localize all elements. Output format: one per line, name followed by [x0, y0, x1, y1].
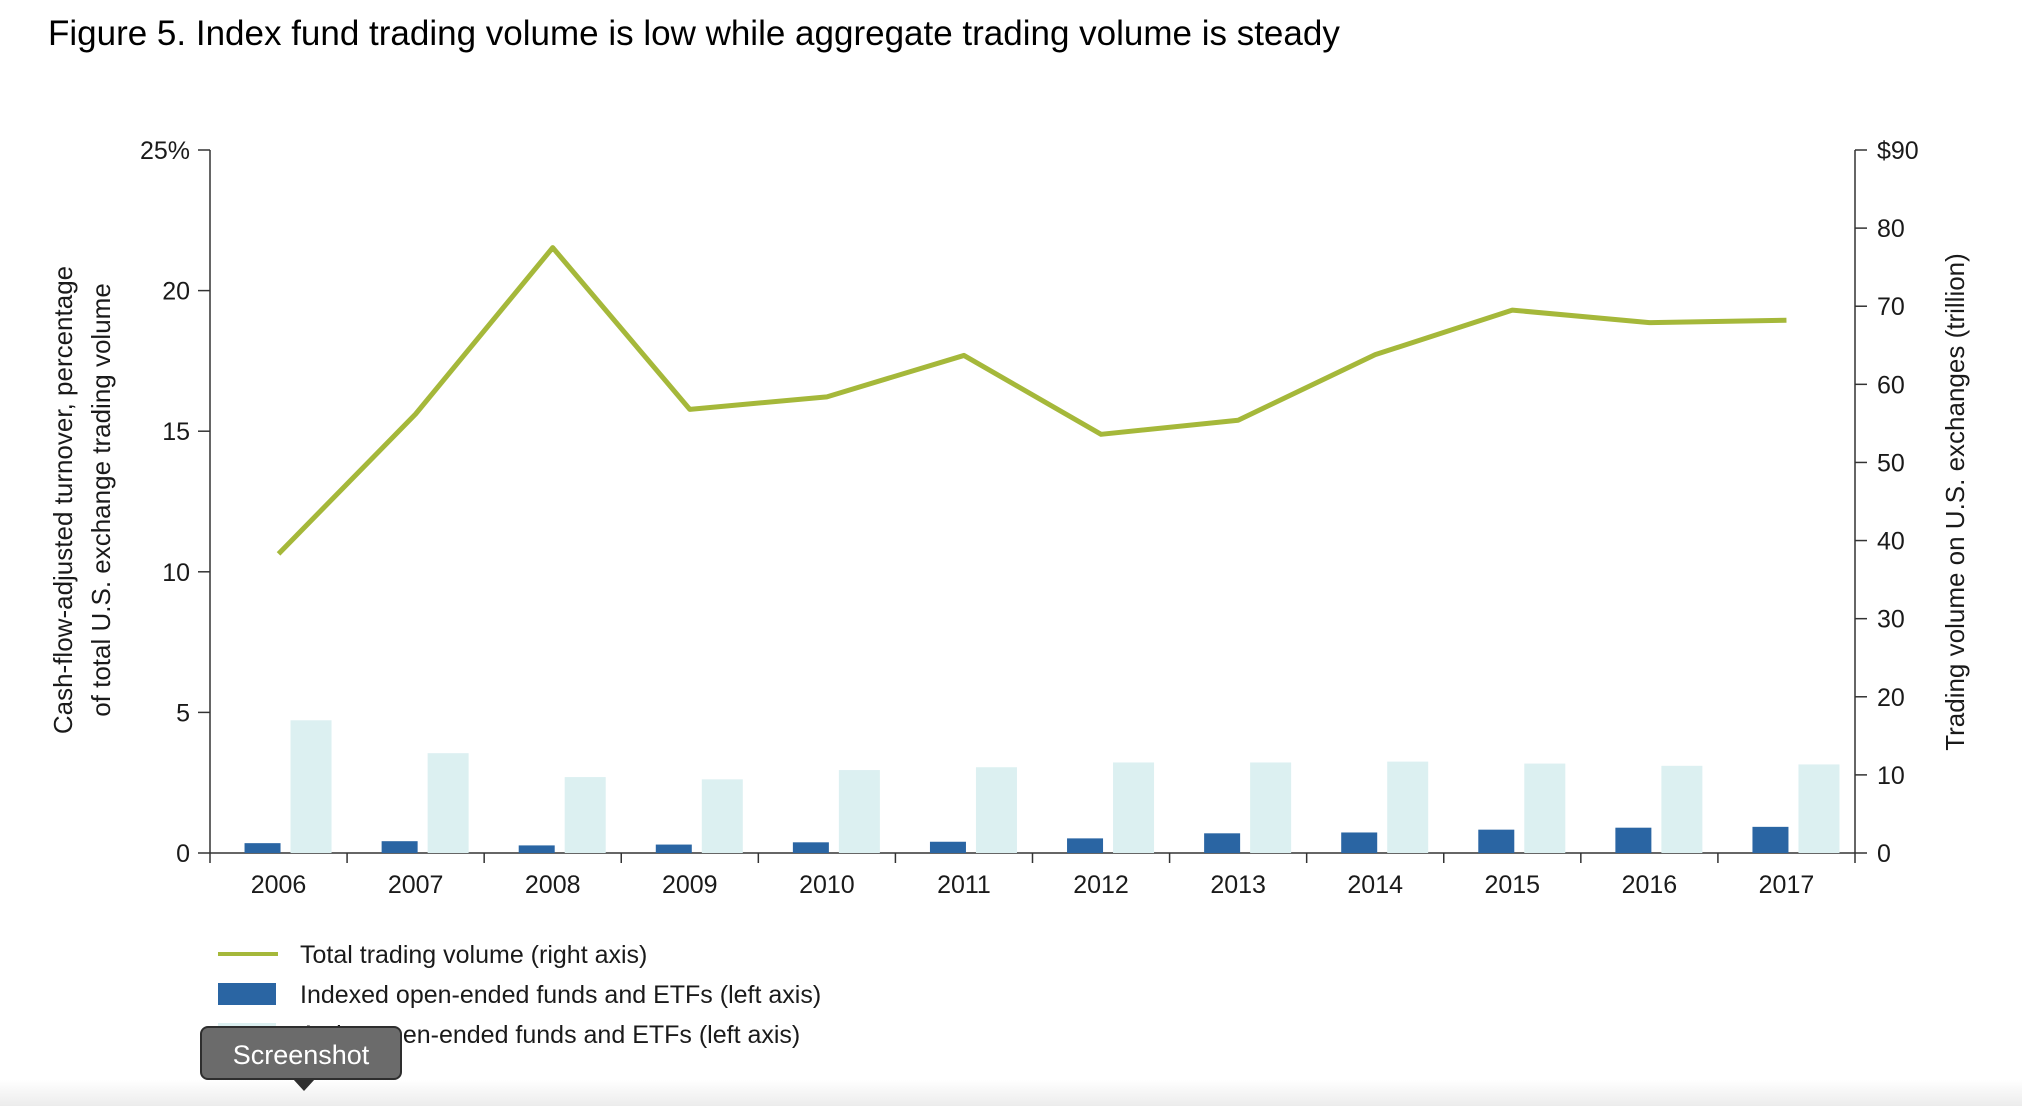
right-axis-tick-label: 50 — [1877, 449, 1905, 477]
bar-layer — [244, 720, 1840, 853]
right-axis-tick-label: 40 — [1877, 528, 1905, 556]
left-axis-tick-label: 15 — [162, 418, 190, 446]
right-axis-tick-label: 70 — [1877, 293, 1905, 321]
left-axis-tick-label: 5 — [176, 699, 190, 727]
active-funds-bar — [1661, 765, 1703, 853]
indexed-funds-bar — [381, 841, 418, 853]
x-tick-label: 2012 — [1073, 871, 1129, 899]
indexed-funds-bar — [244, 843, 281, 853]
x-tick-labels: 2006 2007 2008 2009 2010 2011 2012 2013 2014 2015… — [251, 871, 1815, 899]
legend-bar-swatch — [218, 983, 276, 1005]
indexed-funds-bar — [1615, 827, 1652, 853]
indexed-funds-bar — [655, 844, 692, 853]
indexed-funds-bar — [1341, 832, 1378, 853]
indexed-funds-bar — [1067, 838, 1104, 853]
active-funds-bar — [1387, 761, 1429, 853]
chart-title: Figure 5. Index fund trading volume is l… — [48, 14, 1340, 53]
left-axis-title-line1: Cash-flow-adjusted turnover, percentage — [48, 266, 78, 734]
x-tick-label: 2008 — [525, 871, 581, 899]
legend-label: Indexed open-ended funds and ETFs (left … — [300, 981, 821, 1009]
left-axis-tick-label: 25% — [140, 137, 190, 165]
indexed-funds-bar — [792, 842, 829, 853]
active-funds-bar — [1524, 763, 1566, 853]
tooltip-arrow-icon — [293, 1079, 315, 1091]
left-axis-tick-label: 0 — [176, 840, 190, 868]
indexed-funds-bar — [518, 845, 555, 853]
active-funds-bar — [427, 753, 469, 853]
x-tick-label: 2006 — [251, 871, 307, 899]
left-axis-tick-label: 20 — [162, 278, 190, 306]
active-funds-bar — [1113, 762, 1155, 853]
left-axis-tick-label: 10 — [162, 559, 190, 587]
x-tick-label: 2010 — [799, 871, 855, 899]
x-tick-label: 2013 — [1210, 871, 1266, 899]
right-axis-tick-label: 0 — [1877, 840, 1891, 868]
active-funds-bar — [838, 770, 880, 853]
line-layer — [276, 245, 1787, 556]
x-tick-label: 2017 — [1759, 871, 1815, 899]
x-tick-label: 2016 — [1622, 871, 1678, 899]
right-axis-tick-label: 30 — [1877, 606, 1905, 634]
total-trading-volume-line — [276, 245, 1787, 556]
active-funds-bar — [290, 720, 332, 853]
bottom-bar — [0, 1080, 2022, 1106]
right-axis-tick-label: $90 — [1877, 137, 1919, 165]
left-axis-title-line2: of total U.S. exchange trading volume — [86, 283, 116, 717]
axes: 0 5 10 15 20 25% 0 10 20 30 40 50 60 70 80 $90 Cash-flow… — [48, 137, 1970, 868]
right-axis-tick-label: 80 — [1877, 215, 1905, 243]
right-axis-tick-label: 20 — [1877, 684, 1905, 712]
x-tick-label: 2007 — [388, 871, 444, 899]
indexed-funds-bar — [1204, 833, 1241, 853]
active-funds-bar — [1798, 764, 1840, 853]
screenshot-tooltip: Screenshot — [200, 1026, 402, 1080]
active-funds-bar — [1250, 762, 1292, 853]
active-funds-bar — [701, 779, 743, 853]
x-tick-label: 2014 — [1347, 871, 1403, 899]
active-funds-bar — [564, 777, 606, 853]
x-tick-label: 2011 — [937, 871, 991, 899]
indexed-funds-bar — [1752, 826, 1789, 853]
right-axis-title: Trading volume on U.S. exchanges (trilli… — [1940, 253, 1970, 751]
x-tick-label: 2015 — [1484, 871, 1540, 899]
legend-label: Total trading volume (right axis) — [300, 941, 647, 969]
x-tick-label: 2009 — [662, 871, 718, 899]
right-axis-tick-label: 10 — [1877, 762, 1905, 790]
right-axis-tick-label: 60 — [1877, 371, 1905, 399]
active-funds-bar — [975, 767, 1017, 853]
indexed-funds-bar — [1478, 829, 1515, 853]
indexed-funds-bar — [929, 841, 966, 853]
